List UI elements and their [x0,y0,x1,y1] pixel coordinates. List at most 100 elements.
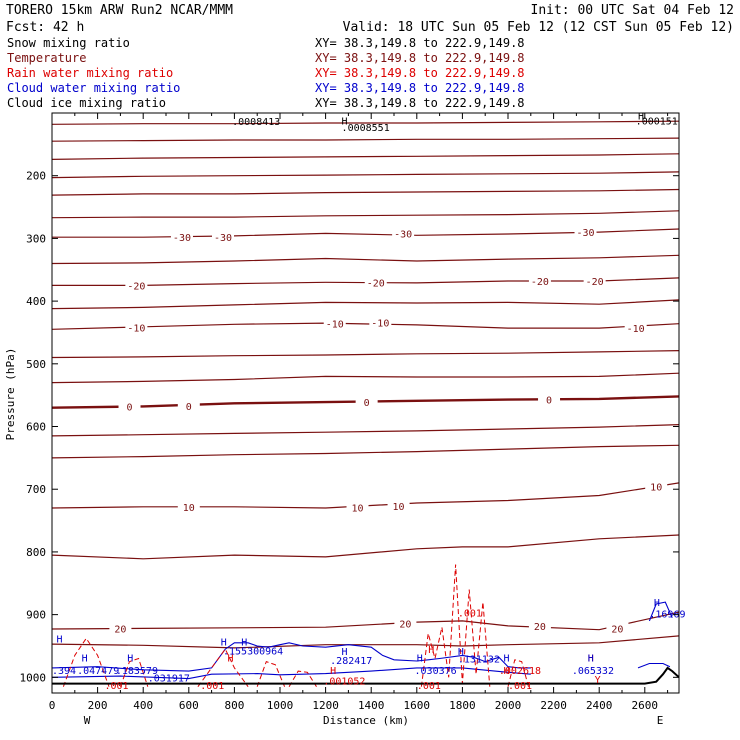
annotation-label: H [57,634,63,645]
isotherm-label: -20 [586,277,604,288]
x-tick-label: 600 [179,699,199,712]
isotherm-line [52,534,679,560]
y-tick-label: 200 [26,170,46,183]
isotherm-label: 10 [351,503,363,514]
legend-entry-xy: XY= 38.3,149.8 to 222.9,149.8 [315,96,525,110]
annotation-label: H [221,638,227,649]
isotherm-label-bg [392,227,415,239]
isotherm-line [52,210,679,219]
annotation-label: .155300964 [223,646,283,657]
isotherm-line [52,444,679,459]
terrain-surface [52,666,679,685]
isotherm-label: 0 [546,396,552,407]
isotherm-label-bg [574,226,597,238]
isotherm-label: 0 [186,402,192,413]
annotation-label: H [330,666,336,677]
x-tick-label: 1400 [358,699,385,712]
rain-contour [288,670,317,687]
annotation-label: .001 [417,681,441,692]
legend-entry-name: Snow mixing ratio [7,36,130,50]
isotherm-label-bg [212,231,234,243]
isotherm-label-bg [118,400,141,412]
isotherm-label: -30 [173,233,191,244]
isotherm-label: 0 [364,398,370,409]
annotation-label: .000151 [636,117,678,128]
isotherm-label-bg [364,276,387,288]
annotation-label: .0008551 [342,123,390,134]
x-tick-label: 2400 [586,699,613,712]
annotation-label: .065332 [572,666,614,677]
y-axis-label: Pressure (hPa) [4,348,17,441]
legend-entry-name: Temperature [7,51,86,65]
annotation-label: .030376 [415,666,457,677]
isotherm-line [52,424,679,437]
isotherm-label: -20 [367,278,385,289]
isotherm-label-bg [177,500,200,512]
annotation-label: H [417,653,423,664]
isotherm-label: -30 [214,233,232,244]
x-axis-ticks: 0 200 400 600 800 1000 1200 1400 1600 1800 2000 220… [49,113,669,712]
legend: Snow mixing ratio XY= 38.3,149.8 to 222.9… [7,36,525,110]
isotherm-label-bg [394,617,417,629]
annotation-label: H [127,653,133,664]
cloud-water-contour [637,662,671,669]
annotation-label: .282417 [330,656,372,667]
annotation-label: .047479 [77,666,119,677]
annotation-label: .131132 [458,655,500,666]
x-axis-west-label: W [84,714,91,727]
isotherm-label-bg [109,622,132,634]
isotherm-label: 10 [650,483,662,494]
annotation-label: .001 [200,681,224,692]
isotherm-label-bg [125,279,148,291]
x-tick-label: 2600 [632,699,659,712]
isotherm-label: -10 [127,323,145,334]
isotherm-label: 20 [611,624,623,635]
isotherm-line [52,635,679,649]
isotherm-label: -10 [371,318,389,329]
annotation-label: H [588,653,594,664]
isotherm-line [52,137,679,142]
isotherm-label-bg [125,321,148,333]
isotherm-label-bg [645,480,668,492]
plot-area: -30 -30 -30 -30 -20 -20 -20 -20 -10 -10 -10 -10 0 0 0 0… [20,112,686,712]
isotherm-line [52,120,679,125]
isotherm-label-bg [583,275,606,287]
annotation-label: H [458,647,464,658]
y-tick-label: 300 [26,232,46,245]
forecast-hour: Fcst: 42 h [6,20,84,35]
x-tick-label: 200 [88,699,108,712]
isotherm-label-bg [346,501,369,513]
annotation-label: .183579 [116,666,158,677]
cloud-water-contour [648,601,673,622]
isotherm-label-bg [528,619,551,631]
annotation-label: .394 [52,666,76,677]
x-tick-label: 2200 [540,699,567,712]
isotherm-label-bg [177,399,200,411]
y-tick-label: 700 [26,483,46,496]
x-tick-label: 2000 [495,699,522,712]
y-tick-label: 600 [26,421,46,434]
isotherm-label: 10 [183,503,195,514]
rain-contours [62,564,529,687]
annotation-label: .001052 [323,676,365,687]
annotation-label: H [342,647,348,658]
isotherm-label-bg [387,500,410,512]
annotation-label: H [228,653,234,664]
annotation-label: .001 [104,681,128,692]
annotation-label: H [503,666,509,677]
x-tick-label: 0 [49,699,56,712]
annotation-label: .002618 [499,666,541,677]
y-tick-label: 800 [26,546,46,559]
isotherm-line [52,611,679,631]
rain-contour [119,657,149,687]
isotherm-line [52,153,679,160]
y-tick-label: 1000 [20,671,47,684]
x-tick-label: 1200 [312,699,339,712]
isotherm-labels: -30 -30 -30 -30 -20 -20 -20 -20 -10 -10 -10 -10 0 0 0 0… [109,226,668,635]
annotation-label: H [428,645,434,656]
isotherm-label-bg [606,622,629,634]
rain-contour [420,564,491,687]
annotation-label: .001 [508,681,532,692]
isotherm-label: -10 [627,324,645,335]
